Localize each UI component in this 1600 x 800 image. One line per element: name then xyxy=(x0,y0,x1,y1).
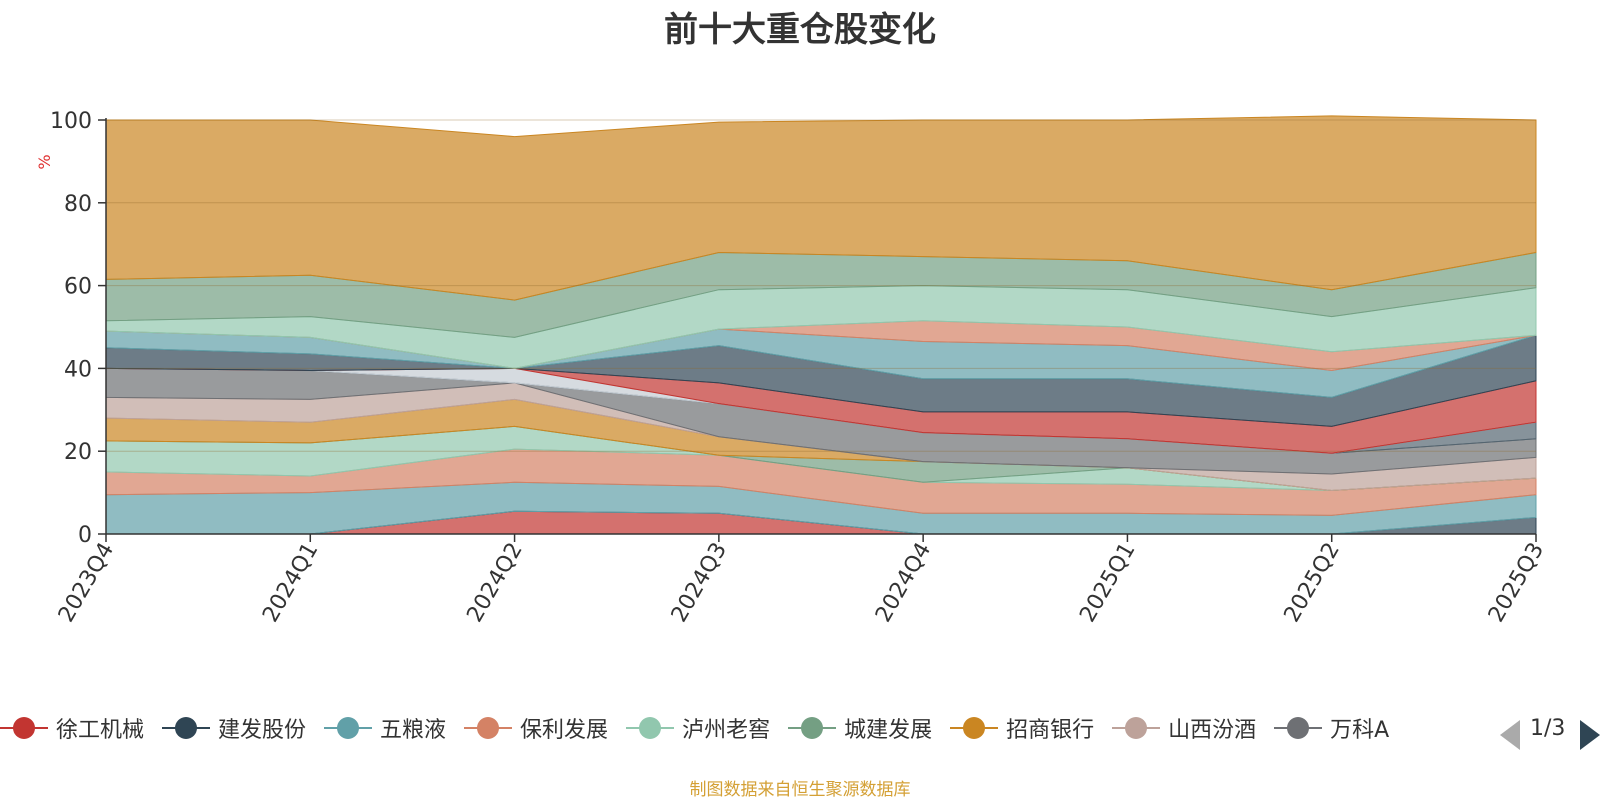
x-tick-label: 2024Q4 xyxy=(871,539,936,627)
legend-label: 泸州老窖 xyxy=(682,718,771,743)
legend-pager: 1/3 xyxy=(1500,716,1600,750)
legend-item[interactable]: 徐工机械 xyxy=(0,712,144,744)
legend-label: 建发股份 xyxy=(218,718,307,743)
legend-item[interactable]: 五粮液 xyxy=(324,712,446,744)
legend-marker-icon xyxy=(1274,716,1323,740)
legend-marker-icon xyxy=(950,716,999,740)
source-note: 制图数据来自恒生聚源数据库 xyxy=(689,780,911,800)
legend-label: 保利发展 xyxy=(520,718,609,743)
area-series xyxy=(105,115,1537,535)
legend-marker-icon xyxy=(788,716,837,740)
legend-marker-icon xyxy=(1112,716,1161,740)
legend-page-indicator: 1/3 xyxy=(1530,716,1566,741)
legend: 徐工机械 建发股份 五粮液 保利发展 泸州老窖 城建发展 招商银行 山西汾酒 万科A xyxy=(0,712,1480,756)
chart-title: 前十大重仓股变化 xyxy=(664,10,936,50)
y-tick-label: 0 xyxy=(78,523,92,548)
stacked-area-chart: % 0 20 40 60 80 100 2023Q4 2024Q1 2024Q2 2024Q3 20… xyxy=(35,109,1549,627)
x-tick-label: 2024Q2 xyxy=(462,539,527,627)
area-series-18[interactable] xyxy=(105,115,1537,301)
legend-item[interactable]: 泸州老窖 xyxy=(626,712,770,744)
legend-marker-icon xyxy=(626,716,675,740)
legend-label: 城建发展 xyxy=(844,718,933,743)
legend-marker-icon xyxy=(464,716,513,740)
x-tick-label: 2025Q2 xyxy=(1280,539,1345,627)
legend-item[interactable]: 保利发展 xyxy=(464,712,608,744)
legend-item[interactable]: 万科A xyxy=(1274,712,1389,744)
legend-item[interactable]: 招商银行 xyxy=(950,712,1094,744)
y-axis-label: % xyxy=(35,154,54,169)
y-tick-label: 80 xyxy=(64,192,92,217)
legend-item[interactable]: 建发股份 xyxy=(162,712,306,744)
legend-label: 万科A xyxy=(1330,718,1390,743)
x-tick-label: 2023Q4 xyxy=(54,539,119,627)
y-tick-label: 60 xyxy=(64,275,92,300)
legend-prev-arrow-icon[interactable] xyxy=(1500,720,1520,750)
legend-label: 徐工机械 xyxy=(56,718,145,743)
x-tick-label: 2025Q1 xyxy=(1075,539,1140,627)
legend-label: 五粮液 xyxy=(380,718,447,743)
legend-item[interactable]: 城建发展 xyxy=(788,712,932,744)
legend-marker-icon xyxy=(162,716,211,740)
legend-marker-icon xyxy=(0,716,48,740)
legend-next-arrow-icon[interactable] xyxy=(1580,720,1600,750)
legend-marker-icon xyxy=(324,716,373,740)
x-tick-label: 2025Q3 xyxy=(1484,539,1549,627)
legend-label: 招商银行 xyxy=(1006,718,1095,743)
legend-label: 山西汾酒 xyxy=(1168,718,1257,743)
y-tick-label: 100 xyxy=(50,109,92,134)
y-tick-label: 20 xyxy=(64,440,92,465)
x-tick-label: 2024Q1 xyxy=(258,539,323,627)
legend-item[interactable]: 山西汾酒 xyxy=(1112,712,1256,744)
x-tick-label: 2024Q3 xyxy=(667,539,732,627)
grid-lines xyxy=(106,119,1536,452)
y-tick-label: 40 xyxy=(64,357,92,382)
